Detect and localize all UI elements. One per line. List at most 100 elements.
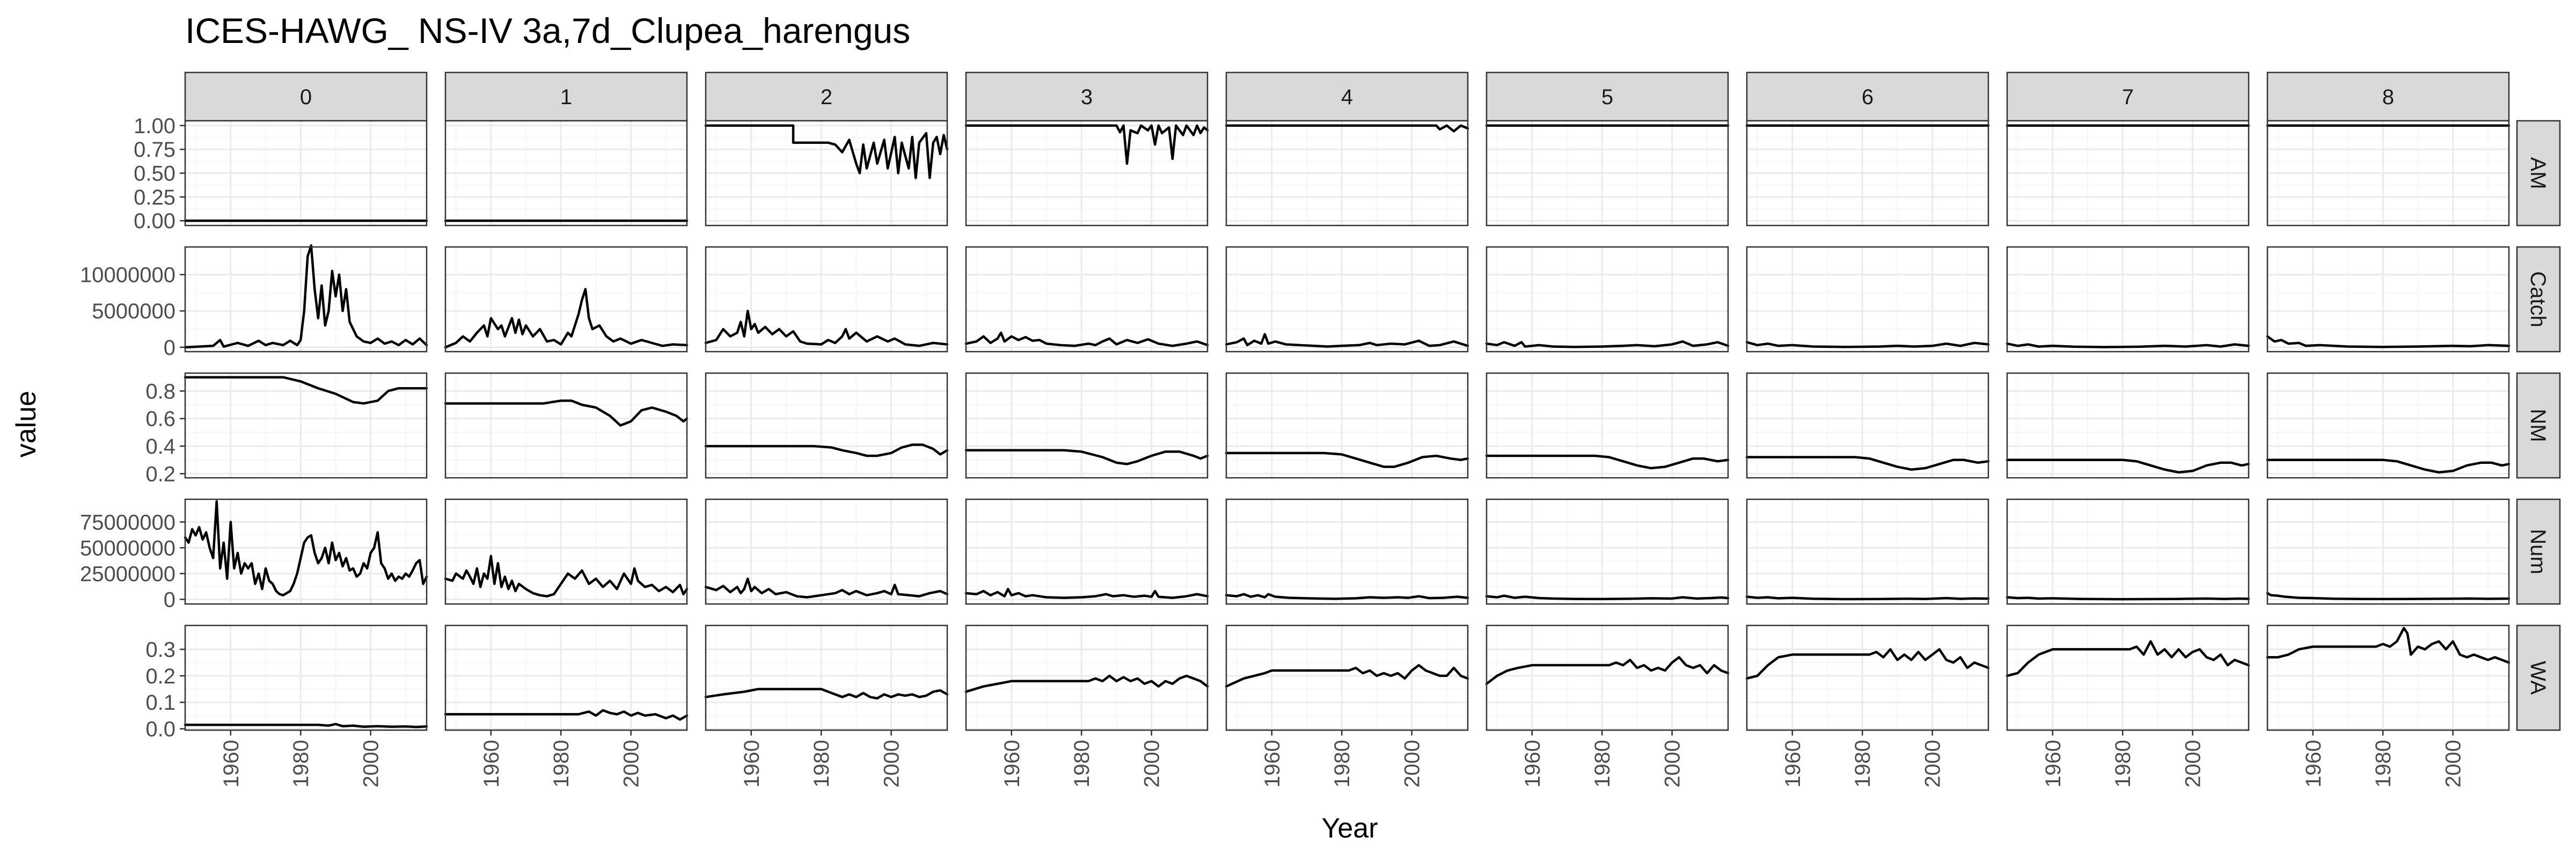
col-strip-label: 2: [821, 85, 832, 109]
panel-background: [2267, 247, 2509, 352]
col-strip-label: 4: [1341, 85, 1353, 109]
panel-nm-2: [706, 373, 947, 478]
x-tick-label: 1960: [740, 740, 764, 788]
panel-wa-8: [2267, 625, 2509, 730]
panel-background: [2267, 625, 2509, 730]
y-tick-label: 10000000: [80, 263, 175, 287]
panel-nm-1: [445, 373, 687, 478]
panel-wa-3: [966, 625, 1208, 730]
x-tick-label: 1980: [289, 740, 313, 788]
panel-nm-8: [2267, 373, 2509, 478]
row-strip-label: WA: [2526, 661, 2550, 695]
y-tick-label: 1.00: [134, 114, 175, 138]
y-axis-title: value: [11, 391, 42, 457]
x-tick-label: 2000: [620, 740, 643, 788]
x-tick-label: 2000: [1140, 740, 1164, 788]
panel-num-5: [1487, 499, 1728, 604]
panel-background: [445, 373, 687, 478]
plot-title: ICES-HAWG_ NS-IV 3a,7d_Clupea_harengus: [185, 11, 910, 50]
panel-num-1: [445, 499, 687, 604]
panel-background: [2007, 499, 2249, 604]
panel-num-7: [2007, 499, 2249, 604]
panel-background: [706, 247, 947, 352]
x-tick-label: 1960: [480, 740, 503, 788]
panel-wa-6: [1747, 625, 1988, 730]
panel-num-8: [2267, 499, 2509, 604]
panel-num-6: [1747, 499, 1988, 604]
y-tick-label: 0: [164, 588, 175, 612]
panel-catch-1: [445, 247, 687, 352]
panel-background: [1226, 499, 1468, 604]
panel-am-6: [1747, 121, 1988, 225]
panel-background: [185, 373, 427, 478]
panel-nm-4: [1226, 373, 1468, 478]
y-tick-label: 0.2: [145, 462, 175, 486]
panel-am-5: [1487, 121, 1728, 225]
row-strip-label: NM: [2526, 409, 2550, 442]
panel-am-2: [706, 121, 947, 225]
x-tick-label: 2000: [1661, 740, 1685, 788]
y-tick-label: 0.6: [145, 407, 175, 431]
panel-am-4: [1226, 121, 1468, 225]
panel-am-0: [185, 121, 427, 225]
panel-am-7: [2007, 121, 2249, 225]
panel-num-3: [966, 499, 1208, 604]
x-axis-title: Year: [1321, 813, 1378, 844]
panel-background: [1226, 625, 1468, 730]
x-tick-label: 1960: [1781, 740, 1805, 788]
y-tick-label: 0.25: [134, 186, 175, 209]
panel-background: [1487, 625, 1728, 730]
x-tick-label: 1980: [1330, 740, 1354, 788]
panel-background: [1226, 373, 1468, 478]
col-strip-label: 8: [2382, 85, 2394, 109]
y-tick-label: 0.50: [134, 162, 175, 186]
panel-background: [2007, 247, 2249, 352]
panel-nm-3: [966, 373, 1208, 478]
x-tick-label: 2000: [880, 740, 904, 788]
y-tick-label: 50000000: [80, 536, 175, 560]
y-tick-label: 0.75: [134, 138, 175, 162]
col-strip-label: 3: [1081, 85, 1093, 109]
y-tick-label: 0.8: [145, 380, 175, 403]
panel-catch-3: [966, 247, 1208, 352]
y-tick-label: 5000000: [92, 300, 175, 323]
panel-background: [706, 373, 947, 478]
x-tick-label: 1980: [1591, 740, 1614, 788]
panel-background: [966, 625, 1208, 730]
y-tick-label: 0.4: [145, 435, 175, 458]
x-tick-label: 1980: [550, 740, 573, 788]
panel-num-0: [185, 499, 427, 604]
panel-background: [1747, 499, 1988, 604]
panel-background: [445, 499, 687, 604]
x-tick-label: 1960: [219, 740, 243, 788]
x-tick-label: 2000: [360, 740, 383, 788]
panel-nm-6: [1747, 373, 1988, 478]
facet-panels: 0 1 2 3 4 5 6 7 8AM0.000.250.500.751.00Catch0500…: [80, 72, 2560, 788]
panel-background: [966, 373, 1208, 478]
panel-background: [1487, 499, 1728, 604]
panel-background: [2267, 499, 2509, 604]
col-strip-label: 6: [1862, 85, 1874, 109]
x-tick-label: 1960: [1521, 740, 1545, 788]
panel-background: [2007, 373, 2249, 478]
y-tick-label: 0.1: [145, 691, 175, 715]
panel-nm-5: [1487, 373, 1728, 478]
panel-am-8: [2267, 121, 2509, 225]
panel-catch-7: [2007, 247, 2249, 352]
x-tick-label: 1960: [1000, 740, 1024, 788]
row-strip-label: AM: [2526, 157, 2550, 190]
panel-wa-0: [185, 625, 427, 730]
x-tick-label: 1980: [1851, 740, 1875, 788]
panel-background: [1487, 247, 1728, 352]
panel-catch-8: [2267, 247, 2509, 352]
x-tick-label: 1980: [810, 740, 833, 788]
panel-catch-0: [185, 245, 427, 352]
x-tick-label: 1980: [2372, 740, 2395, 788]
panel-background: [1487, 373, 1728, 478]
x-tick-label: 1960: [2302, 740, 2325, 788]
panel-wa-1: [445, 625, 687, 730]
y-tick-label: 0.3: [145, 638, 175, 661]
y-tick-label: 0.2: [145, 665, 175, 688]
y-tick-label: 0: [164, 336, 175, 360]
x-tick-label: 1960: [2041, 740, 2065, 788]
